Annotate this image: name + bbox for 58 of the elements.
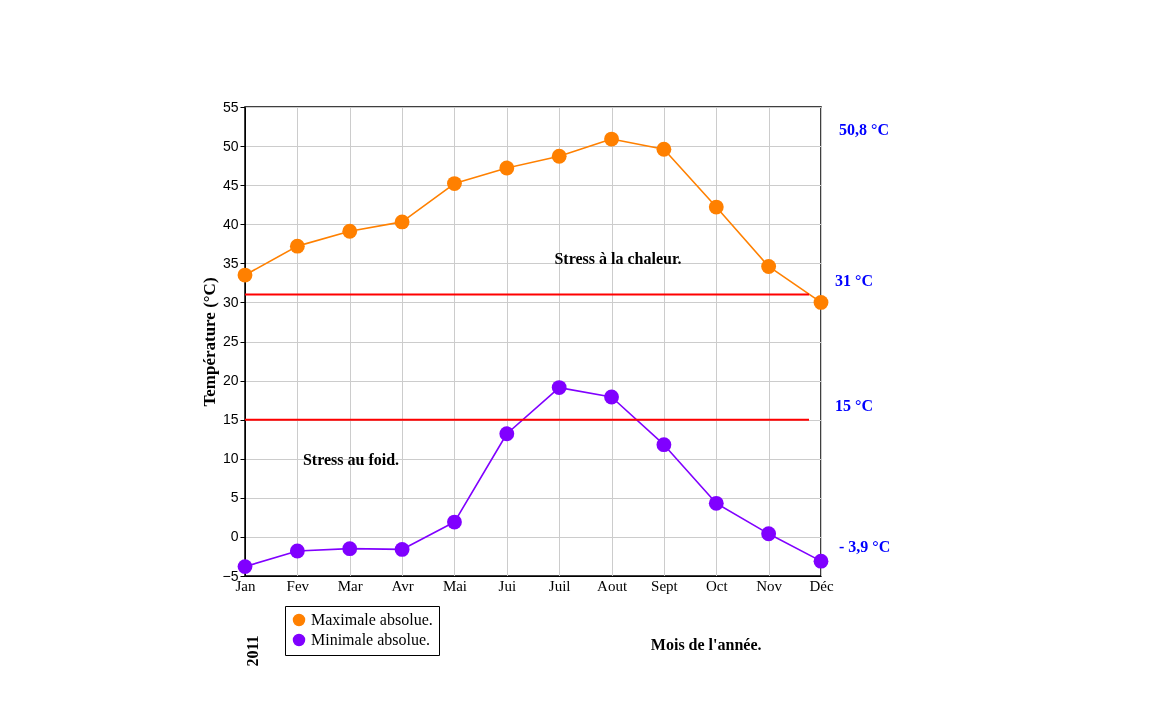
y-tick-label: 45 <box>222 176 239 193</box>
x-tick-label: Avr <box>391 577 414 594</box>
point <box>813 295 829 310</box>
y-tick-label: 35 <box>222 254 239 271</box>
x-tick-label: Mar <box>337 577 363 594</box>
point <box>447 514 462 530</box>
x-tick-label: Sept <box>651 577 679 594</box>
x-tick-label: Mai <box>442 577 468 594</box>
point <box>394 542 410 557</box>
point <box>342 541 358 557</box>
y-axis-title: Température (°C) <box>199 277 219 407</box>
legend-label: Minimale absolue. <box>311 631 431 648</box>
x-tick-label: Nov <box>756 577 783 594</box>
text: - 3,9 °C <box>839 538 891 555</box>
y-tick-label: 15 <box>222 411 239 428</box>
point <box>237 267 253 283</box>
point <box>394 214 410 230</box>
x-tick-label: Déc <box>809 577 834 594</box>
point <box>551 148 567 164</box>
point <box>342 223 358 239</box>
text: 2011 <box>244 635 261 667</box>
y-tick-label: 30 <box>222 293 239 310</box>
point <box>499 426 515 442</box>
x-axis-title: Mois de l'année. <box>650 635 762 653</box>
text: 50,8 °C <box>839 121 889 138</box>
point <box>813 553 829 569</box>
x-tick-label: Fev <box>286 577 310 594</box>
point <box>708 199 724 215</box>
point <box>551 380 567 396</box>
y-tick-label: 5 <box>230 489 239 506</box>
point <box>708 495 724 511</box>
point <box>604 389 619 405</box>
x-tick-label: Jui <box>498 577 517 594</box>
x-tick-label: Oct <box>705 577 729 594</box>
point <box>289 238 305 254</box>
y-tick-label: 0 <box>230 528 239 545</box>
ref-line-label: 15 °C <box>835 396 873 414</box>
y-tick-label: 50 <box>222 137 239 154</box>
point <box>761 259 777 274</box>
point <box>761 526 777 542</box>
y-tick-label: 25 <box>222 333 239 349</box>
ref-line-label: 31 °C <box>835 271 873 289</box>
point <box>604 131 619 147</box>
y-tick-label: 40 <box>222 215 239 232</box>
point <box>447 176 462 191</box>
y-tick-label: 20 <box>222 372 239 389</box>
y-tick-label: 55 <box>222 98 239 115</box>
point <box>289 543 305 559</box>
annotation: Stress à la chaleur. <box>554 250 682 267</box>
point <box>656 141 672 157</box>
legend-label: Maximale absolue. <box>311 611 433 628</box>
y-tick-label: 10 <box>222 450 239 467</box>
point <box>237 559 253 575</box>
x-tick-label: Juil <box>548 577 571 594</box>
x-tick-label: Aout <box>597 577 628 594</box>
annotation: Stress au foid. <box>302 451 400 468</box>
point <box>499 160 515 176</box>
point <box>656 437 672 453</box>
